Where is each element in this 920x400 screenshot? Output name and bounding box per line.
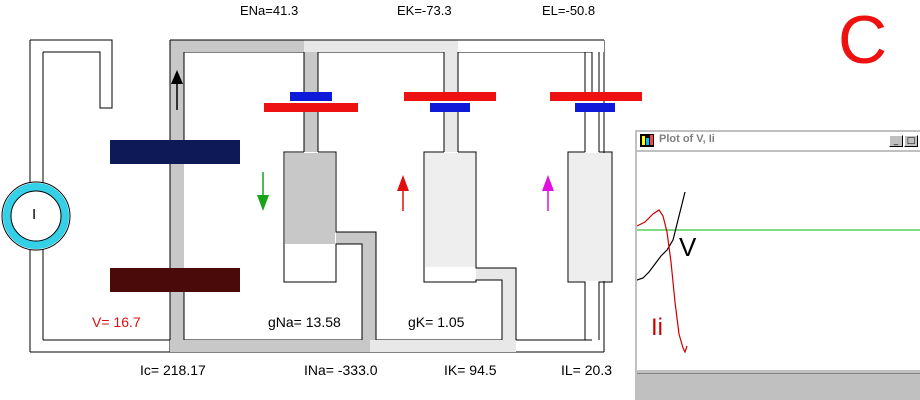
il-label: IL= 20.3 [561, 362, 612, 378]
window-app-icon [640, 134, 654, 147]
capacitor-current-arrow-icon [171, 70, 183, 110]
na-battery-icon [290, 92, 332, 101]
gna-label: gNa= 13.58 [268, 314, 341, 330]
current-source-icon [1, 181, 71, 251]
ik-label: IK= 94.5 [444, 362, 497, 378]
ena-label: ENa=41.3 [240, 3, 299, 18]
ii-trace [637, 209, 688, 354]
v-trace [637, 191, 686, 281]
na-branch-wire [304, 40, 318, 92]
leak-battery-icon [550, 92, 642, 101]
ic-label: Ic= 218.17 [140, 362, 206, 378]
k-branch-wire [444, 40, 458, 92]
k-channel-gate [425, 153, 475, 267]
ek-label: EK=-73.3 [397, 3, 452, 18]
plot-window[interactable]: Plot of V, Ii _ □ V Ii [633, 128, 920, 400]
el-label: EL=-50.8 [542, 3, 596, 18]
k-battery-icon [404, 92, 496, 101]
minimize-button[interactable]: _ [889, 135, 903, 147]
k-current-arrow-icon [397, 175, 409, 211]
leak-channel [569, 153, 611, 281]
ina-label: INa= -333.0 [304, 362, 378, 378]
voltage-readout: V= 16.7 [92, 314, 141, 330]
gk-label: gK= 1.05 [408, 314, 465, 330]
horizontal-scrollbar[interactable] [637, 373, 920, 392]
na-channel-gate [285, 153, 335, 244]
capacitor-plate-icon [110, 268, 240, 292]
plot-window-title: Plot of V, Ii [659, 133, 715, 145]
maximize-button[interactable]: □ [904, 135, 918, 147]
v-trace-label: V [679, 232, 697, 262]
leak-current-arrow-icon [542, 175, 554, 211]
na-current-arrow-icon [257, 172, 269, 211]
capacitor-icon [110, 140, 240, 164]
wire-segment [30, 39, 113, 109]
plot-area: V Ii [637, 152, 920, 370]
current-source-label: I [32, 206, 37, 223]
panel-letter: C [838, 2, 888, 78]
plot-traces [637, 191, 920, 354]
ii-trace-label: Ii [651, 314, 663, 341]
plot-window-titlebar[interactable]: Plot of V, Ii _ □ [637, 132, 920, 150]
